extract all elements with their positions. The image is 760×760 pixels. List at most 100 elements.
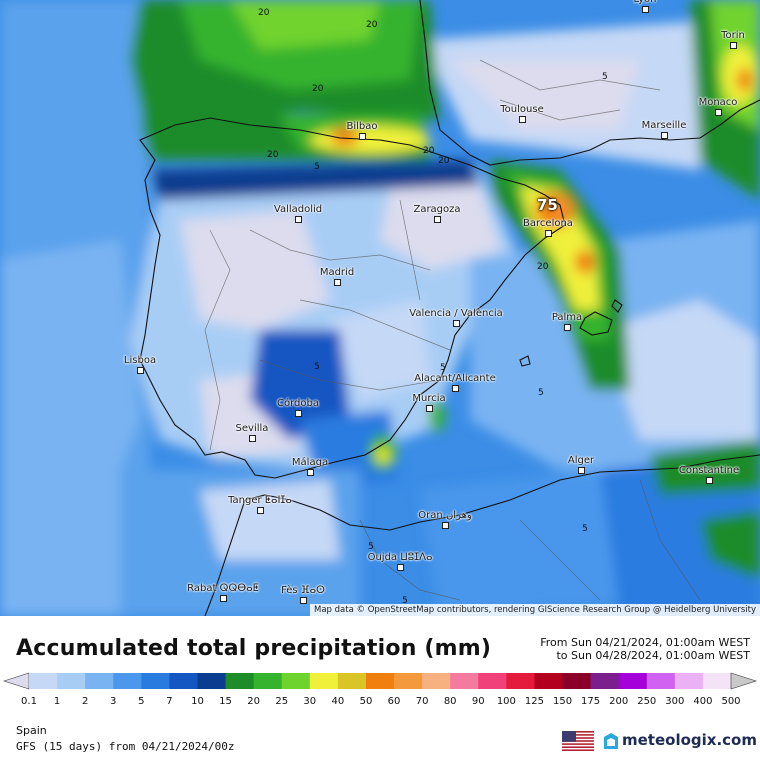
legend-tick-label: 125 bbox=[524, 696, 544, 707]
legend-swatch bbox=[29, 673, 58, 689]
city-marker-icon bbox=[642, 6, 649, 13]
legend-swatch bbox=[225, 673, 255, 689]
max-value-label: 75 bbox=[537, 196, 558, 214]
legend-swatch bbox=[309, 673, 339, 689]
city-marker-icon bbox=[300, 597, 307, 604]
city-marker-icon bbox=[578, 467, 585, 474]
time-period: From Sun 04/21/2024, 01:00am WEST to Sun… bbox=[540, 636, 750, 662]
legend-tick-label: 250 bbox=[637, 696, 657, 707]
city-name: Torin bbox=[721, 30, 745, 41]
page-title: Accumulated total precipitation (mm) bbox=[16, 636, 492, 661]
legend-tick-label: 300 bbox=[665, 696, 685, 707]
city-name: Córdoba bbox=[277, 398, 319, 409]
contour-label: 20 bbox=[366, 20, 378, 30]
city-marker-icon bbox=[730, 42, 737, 49]
contour-label: 5 bbox=[314, 362, 320, 372]
legend-tick-label: 175 bbox=[581, 696, 601, 707]
city-name: Oran وهران bbox=[418, 510, 472, 521]
city-name: Tanger ⵟⴰⵏⵊⴰ bbox=[228, 495, 292, 506]
legend-tick-label: 15 bbox=[219, 696, 232, 707]
legend-swatch bbox=[450, 673, 479, 689]
legend-tick-label: 2 bbox=[81, 696, 89, 707]
city-name: Rabat ⵕⵕⴱⴰⵟ bbox=[187, 583, 259, 594]
city-name: Zaragoza bbox=[413, 204, 461, 215]
city-name: Valencia / València bbox=[409, 308, 503, 319]
legend-tick-label: 1 bbox=[53, 696, 61, 707]
legend-swatch bbox=[253, 673, 283, 689]
city-name: Valladolid bbox=[273, 204, 323, 215]
legend-swatch bbox=[478, 673, 507, 689]
city-name: Madrid bbox=[319, 267, 355, 278]
legend-swatch bbox=[365, 673, 395, 689]
city-name: Lyon bbox=[633, 0, 656, 5]
city-marker-icon bbox=[564, 324, 571, 331]
city-name: Alger bbox=[567, 455, 595, 466]
city-marker-icon bbox=[706, 477, 713, 484]
city-marker-icon bbox=[661, 132, 668, 139]
legend-tick-label: 200 bbox=[609, 696, 629, 707]
contour-label: 5 bbox=[582, 524, 588, 534]
legend-swatch bbox=[394, 673, 423, 689]
map-attribution[interactable]: Map data © OpenStreetMap contributors, r… bbox=[310, 604, 760, 616]
city-name: Sevilla bbox=[235, 423, 269, 434]
precipitation-map[interactable]: 20 20 20 20 20 20 5 5 5 5 5 5 5 5 20 75 … bbox=[0, 0, 760, 616]
legend-swatch bbox=[169, 673, 198, 689]
city-name: Monaco bbox=[698, 97, 738, 108]
legend-tick-label: 400 bbox=[693, 696, 713, 707]
legend-swatch bbox=[57, 673, 86, 689]
period-from: From Sun 04/21/2024, 01:00am WEST bbox=[540, 636, 750, 649]
legend-swatch bbox=[422, 673, 451, 689]
legend-swatch bbox=[506, 673, 535, 689]
contour-label: 20 bbox=[537, 262, 549, 272]
contour-label: 20 bbox=[423, 146, 435, 156]
city-marker-icon bbox=[519, 116, 526, 123]
contour-label: 5 bbox=[440, 363, 446, 373]
city-marker-icon bbox=[220, 595, 227, 602]
legend-tick-label: 70 bbox=[415, 696, 429, 707]
legend-swatch bbox=[141, 673, 170, 689]
legend-tick-label: 40 bbox=[331, 696, 345, 707]
city-name: Málaga bbox=[291, 457, 329, 468]
city-marker-icon bbox=[545, 230, 552, 237]
city-marker-icon bbox=[426, 405, 433, 412]
contour-label: 5 bbox=[402, 596, 408, 606]
city-marker-icon bbox=[257, 507, 264, 514]
contour-label: 5 bbox=[368, 542, 374, 552]
region-label: Spain bbox=[16, 724, 47, 737]
city-name: Murcia bbox=[412, 393, 446, 404]
city-name: Toulouse bbox=[500, 104, 544, 115]
legend-tick-label: 10 bbox=[191, 696, 204, 707]
map-canvas bbox=[0, 0, 760, 616]
city-marker-icon bbox=[307, 469, 314, 476]
coastline bbox=[139, 0, 760, 616]
legend-tick-label: 500 bbox=[721, 696, 741, 707]
legend-tick-label: 90 bbox=[471, 696, 485, 707]
brand-name[interactable]: meteologix.com bbox=[622, 731, 757, 749]
legend-arrow-right bbox=[730, 672, 757, 690]
city-marker-icon bbox=[249, 435, 256, 442]
legend-swatch bbox=[337, 673, 367, 689]
legend-swatch bbox=[281, 673, 311, 689]
contour-label: 20 bbox=[312, 84, 324, 94]
legend-tick-label: 100 bbox=[496, 696, 516, 707]
legend-tick-label: 3 bbox=[110, 696, 117, 707]
city-marker-icon bbox=[334, 279, 341, 286]
legend-swatch bbox=[534, 673, 564, 689]
city-name: Bilbao bbox=[346, 121, 378, 132]
city-name: Marseille bbox=[641, 120, 687, 131]
us-flag-icon[interactable] bbox=[562, 731, 594, 751]
contour-label: 5 bbox=[538, 388, 544, 398]
period-to: to Sun 04/28/2024, 01:00am WEST bbox=[556, 649, 750, 662]
legend-tick-label: 20 bbox=[247, 696, 260, 707]
city-marker-icon bbox=[295, 216, 302, 223]
city-marker-icon bbox=[397, 564, 404, 571]
city-marker-icon bbox=[295, 410, 302, 417]
legend-tick-label: 30 bbox=[303, 696, 317, 707]
city-marker-icon bbox=[137, 367, 144, 374]
city-name: Barcelona bbox=[523, 218, 573, 229]
legend-swatch bbox=[702, 673, 732, 689]
city-marker-icon bbox=[359, 133, 366, 140]
legend-tick-label: 7 bbox=[166, 696, 173, 707]
color-legend bbox=[3, 672, 757, 690]
city-name: Alacant/Alicante bbox=[414, 373, 496, 384]
